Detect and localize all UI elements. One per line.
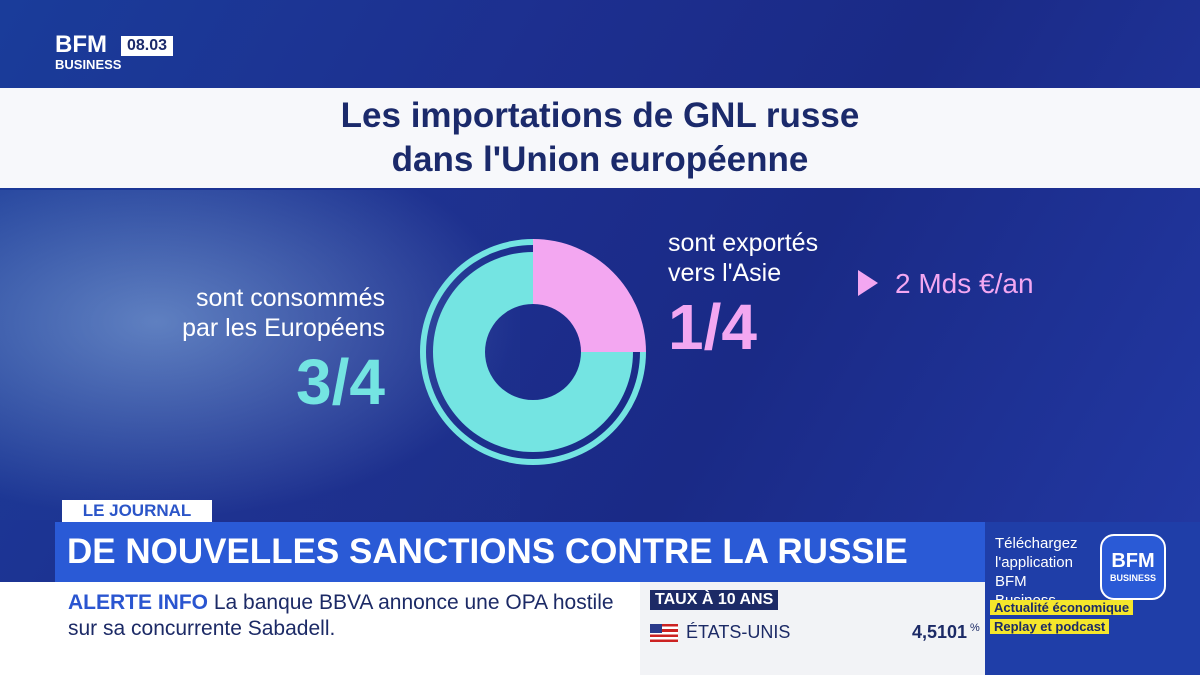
category-label: sont consommés par les Européens [182,284,385,342]
promo-panel: Téléchargez l'application BFM Business B… [985,522,1200,675]
headline-tag: LE JOURNAL [62,500,212,522]
flag-canton [650,624,662,633]
app-logo-top: BFM [1111,550,1155,572]
channel-logo: BFM BUSINESS [55,31,122,74]
clock: 08.03 [121,36,174,56]
app-icon: BFM BUSINESS [1100,534,1166,600]
category-label: sont exportés vers l'Asie [668,229,819,287]
promo-tag: Replay et podcast [990,619,1110,634]
app-logo-bottom: BUSINESS [1109,573,1156,583]
headline: DE NOUVELLES SANCTIONS CONTRE LA RUSSIE [55,522,985,582]
logo-bottom: BUSINESS [55,57,122,72]
promo-tag: Actualité économique [990,600,1134,615]
rates-value: 4,5101 [912,622,968,642]
chart-title: Les importations de GNL russe dans l'Uni… [0,88,1200,188]
promo-text: Téléchargez l'application BFM Business [995,535,1078,609]
rates-panel: TAUX À 10 ANS ÉTATS-UNIS 4,5101 % [640,582,985,675]
donut-segment [533,239,646,352]
chart-title-text: Les importations de GNL russe dans l'Uni… [340,96,860,179]
donut-segment [433,252,633,452]
value-label: 3/4 [296,346,385,418]
logo-top: BFM [55,31,107,58]
rates-country: ÉTATS-UNIS [686,622,791,642]
ticker-tag: ALERTE INFO [68,591,208,614]
flag-icon [650,624,678,642]
value-label: 1/4 [668,291,757,363]
rates-unit: % [970,622,980,634]
ticker: ALERTE INFO La banque BBVA annonce une O… [0,582,640,675]
ticker-text: La banque BBVA annonce une OPA hostile s… [68,591,614,640]
annotation: 2 Mds €/an [895,268,1034,299]
arrow-icon [858,270,878,296]
rates-title: TAUX À 10 ANS [650,590,779,610]
